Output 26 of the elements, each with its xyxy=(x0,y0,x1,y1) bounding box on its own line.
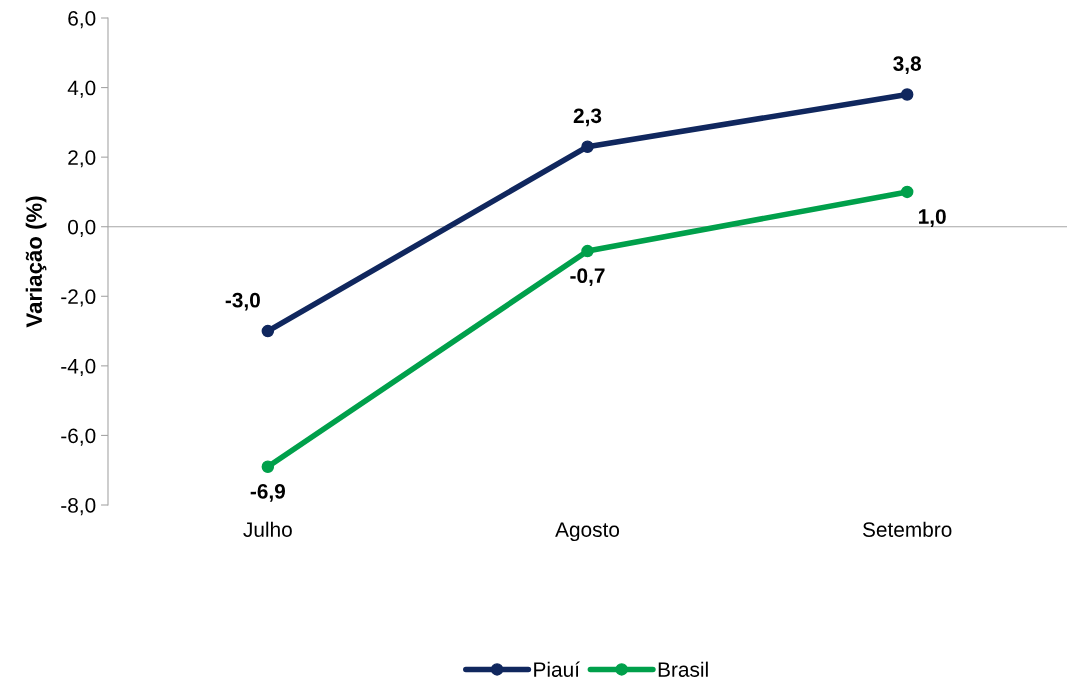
point xyxy=(581,140,594,153)
y-tick-label: -8,0 xyxy=(61,498,96,516)
x-tick-label: Agosto xyxy=(555,522,620,542)
y-tick-label: 0,0 xyxy=(68,219,96,237)
x-tick-label: Setembro xyxy=(862,521,952,537)
data-label: -0,7 xyxy=(570,268,605,287)
data-label: 1,0 xyxy=(919,209,946,227)
data-label: -6,9 xyxy=(250,483,286,502)
legend-label: Brasil xyxy=(658,661,708,677)
data-label: 3,8 xyxy=(893,56,922,74)
y-axis-title: Variação (%) xyxy=(25,196,47,328)
x-tick-label: Julho xyxy=(243,521,292,537)
y-tick-label: 4,0 xyxy=(67,80,96,98)
point xyxy=(581,244,594,258)
y-tick-label: -6,0 xyxy=(61,428,96,446)
y-tick-label: 2,0 xyxy=(68,150,96,168)
point xyxy=(900,88,914,101)
data-label: 2,3 xyxy=(573,108,602,127)
y-tick-label: -4,0 xyxy=(61,358,96,377)
legend-label: Piauí xyxy=(534,661,580,677)
point xyxy=(261,460,275,473)
y-tick-label: 6,0 xyxy=(68,11,96,29)
point xyxy=(900,185,914,199)
y-tick-label: -2,0 xyxy=(61,289,96,307)
data-label: -3,0 xyxy=(225,292,260,311)
point xyxy=(261,324,275,338)
